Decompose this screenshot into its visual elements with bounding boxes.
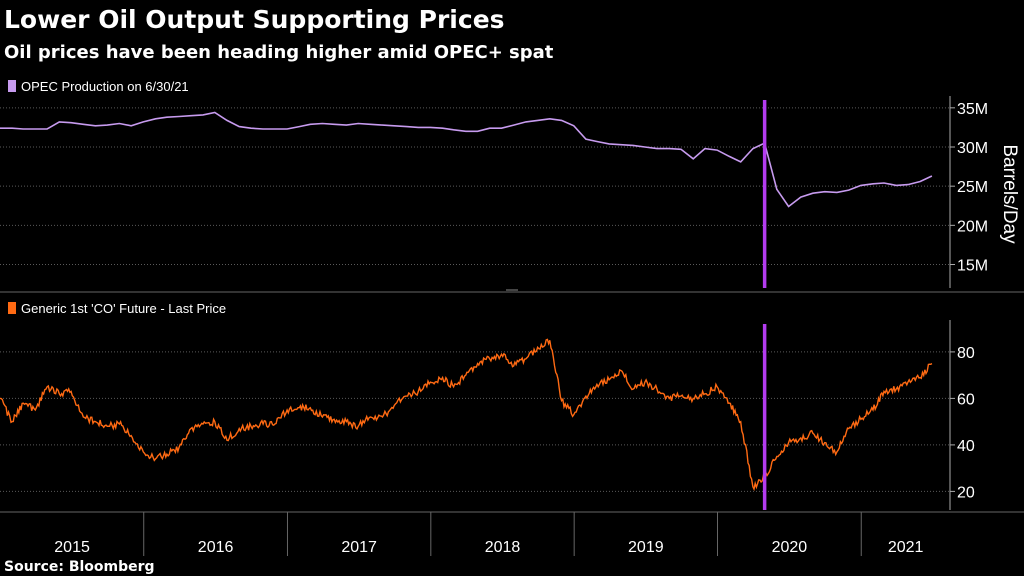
x-axis: 2015 2016 2017 2018 2019 2020 2021 xyxy=(0,511,1024,556)
x-tick-label: 2020 xyxy=(772,539,808,556)
brent-y-tick-labels: 20 40 60 80 xyxy=(949,320,975,510)
brent-y-tick-label: 40 xyxy=(957,438,975,455)
chart-title: Lower Oil Output Supporting Prices xyxy=(4,5,505,34)
opec-production-line xyxy=(0,111,933,208)
x-tick-labels: 2015 2016 2017 2018 2019 2020 2021 xyxy=(54,512,924,556)
x-tick-label: 2019 xyxy=(628,539,664,556)
x-tick-label: 2021 xyxy=(888,539,924,556)
x-tick-label: 2018 xyxy=(485,539,521,556)
chart-subtitle: Oil prices have been heading higher amid… xyxy=(4,42,554,63)
x-tick-label: 2016 xyxy=(198,539,234,556)
source-note: Source: Bloomberg xyxy=(4,559,155,575)
brent-price-panel: Generic 1st 'CO' Future - Last Price 20 4… xyxy=(0,301,975,510)
opec-y-tick-label: 30M xyxy=(957,140,988,157)
opec-y-tick-label: 15M xyxy=(957,258,988,275)
x-tick-label: 2017 xyxy=(341,539,377,556)
brent-legend-swatch xyxy=(8,302,16,314)
brent-gridlines xyxy=(0,351,950,492)
opec-y-tick-labels: 15M 20M 25M 30M 35M xyxy=(949,96,988,288)
brent-y-tick-label: 60 xyxy=(957,391,975,408)
brent-y-tick-label: 20 xyxy=(957,484,975,501)
opec-y-axis-label: Barrels/Day xyxy=(999,144,1020,244)
opec-y-tick-label: 20M xyxy=(957,218,988,235)
brent-y-tick-label: 80 xyxy=(957,345,975,362)
opec-production-panel: OPEC Production on 6/30/21 15M 20M 25M 30M 3… xyxy=(0,79,1020,288)
x-tick-label: 2015 xyxy=(54,539,90,556)
opec-legend-label: OPEC Production on 6/30/21 xyxy=(21,79,189,94)
brent-price-line xyxy=(0,338,933,492)
brent-legend-label: Generic 1st 'CO' Future - Last Price xyxy=(21,301,226,316)
opec-y-tick-label: 25M xyxy=(957,179,988,196)
opec-legend-swatch xyxy=(8,80,16,92)
opec-y-tick-label: 35M xyxy=(957,101,988,118)
